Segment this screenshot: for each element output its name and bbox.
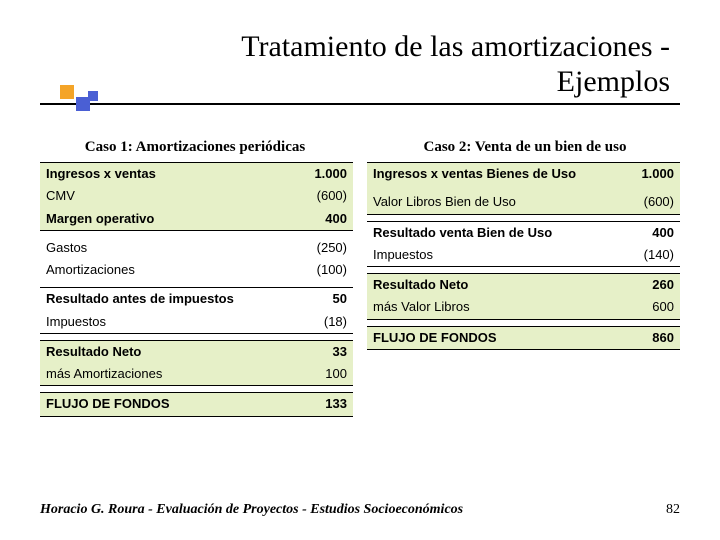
table-row: Amortizaciones(100) (40, 259, 353, 281)
row-value: 260 (598, 274, 680, 297)
table-row: Resultado Neto33 (40, 340, 353, 363)
table-row: Impuestos(18) (40, 311, 353, 334)
row-label: Margen operativo (40, 208, 271, 231)
row-label: Impuestos (367, 244, 598, 267)
table-row: Resultado antes de impuestos50 (40, 288, 353, 311)
table-row: FLUJO DE FONDOS860 (367, 326, 680, 349)
table-case-2-wrap: Ingresos x ventas Bienes de Uso1.000 Val… (367, 162, 680, 417)
decoration-square-blue-small (88, 91, 98, 101)
row-value: 100 (271, 363, 353, 386)
row-label (367, 214, 598, 221)
table-row (367, 267, 680, 274)
title-decoration (40, 103, 680, 121)
captions-row: Caso 1: Amortizaciones periódicas Caso 2… (40, 139, 680, 156)
title-block: Tratamiento de las amortizaciones - Ejem… (40, 30, 680, 121)
table-row (40, 386, 353, 393)
table-row: CMV(600) (40, 185, 353, 207)
row-value: (100) (271, 259, 353, 281)
caption-case-1: Caso 1: Amortizaciones periódicas (40, 139, 350, 156)
row-value: (140) (598, 244, 680, 267)
row-label: Resultado Neto (367, 274, 598, 297)
caption-case-2: Caso 2: Venta de un bien de uso (370, 139, 680, 156)
footer: Horacio G. Roura - Evaluación de Proyect… (40, 502, 680, 518)
table-case-1: Ingresos x ventas1.000CMV(600)Margen ope… (40, 162, 353, 417)
row-value: 133 (271, 393, 353, 416)
row-label: más Amortizaciones (40, 363, 271, 386)
table-row: Impuestos(140) (367, 244, 680, 267)
row-label: más Valor Libros (367, 296, 598, 319)
decoration-line (40, 103, 680, 105)
footer-author: Horacio G. Roura - Evaluación de Proyect… (40, 502, 463, 518)
table-row: más Amortizaciones100 (40, 363, 353, 386)
table-row: Gastos(250) (40, 237, 353, 259)
title-line-2: Ejemplos (557, 65, 670, 98)
row-label: CMV (40, 185, 271, 207)
row-value: (18) (271, 311, 353, 334)
row-label (40, 386, 271, 393)
table-row: Ingresos x ventas Bienes de Uso1.000 (367, 163, 680, 186)
row-label: Resultado venta Bien de Uso (367, 221, 598, 244)
slide: Tratamiento de las amortizaciones - Ejem… (0, 0, 720, 540)
table-case-2: Ingresos x ventas Bienes de Uso1.000 Val… (367, 162, 680, 350)
tables-row: Ingresos x ventas1.000CMV(600)Margen ope… (40, 162, 680, 417)
table-row: Resultado venta Bien de Uso400 (367, 221, 680, 244)
row-label: Ingresos x ventas Bienes de Uso (367, 163, 598, 186)
row-label (367, 267, 598, 274)
table-row (367, 319, 680, 326)
slide-title: Tratamiento de las amortizaciones - Ejem… (40, 30, 680, 99)
row-value: 33 (271, 340, 353, 363)
table-row: Ingresos x ventas1.000 (40, 163, 353, 186)
row-label: FLUJO DE FONDOS (367, 326, 598, 349)
row-value: 600 (598, 296, 680, 319)
row-value: 400 (598, 221, 680, 244)
table-row: Resultado Neto260 (367, 274, 680, 297)
row-value (271, 333, 353, 340)
row-label: Impuestos (40, 311, 271, 334)
row-label: Resultado Neto (40, 340, 271, 363)
row-value: (250) (271, 237, 353, 259)
row-label (40, 333, 271, 340)
row-label: FLUJO DE FONDOS (40, 393, 271, 416)
row-value: 400 (271, 208, 353, 231)
title-line-1: Tratamiento de las amortizaciones - (241, 30, 670, 63)
row-value: (600) (271, 185, 353, 207)
row-value: 1.000 (598, 163, 680, 186)
row-label: Gastos (40, 237, 271, 259)
table-row: FLUJO DE FONDOS133 (40, 393, 353, 416)
table-row: más Valor Libros600 (367, 296, 680, 319)
row-label: Valor Libros Bien de Uso (367, 191, 598, 214)
row-label: Ingresos x ventas (40, 163, 271, 186)
table-row: Valor Libros Bien de Uso(600) (367, 191, 680, 214)
row-value (271, 386, 353, 393)
row-label (367, 319, 598, 326)
row-value: 1.000 (271, 163, 353, 186)
table-case-1-wrap: Ingresos x ventas1.000CMV(600)Margen ope… (40, 162, 353, 417)
decoration-square-orange (60, 85, 74, 99)
row-value (598, 214, 680, 221)
table-row (40, 333, 353, 340)
table-row: Margen operativo400 (40, 208, 353, 231)
row-value: 860 (598, 326, 680, 349)
row-value: (600) (598, 191, 680, 214)
table-row (367, 214, 680, 221)
row-value (598, 267, 680, 274)
row-label: Amortizaciones (40, 259, 271, 281)
row-label: Resultado antes de impuestos (40, 288, 271, 311)
row-value: 50 (271, 288, 353, 311)
footer-page-number: 82 (666, 502, 680, 518)
row-value (598, 319, 680, 326)
